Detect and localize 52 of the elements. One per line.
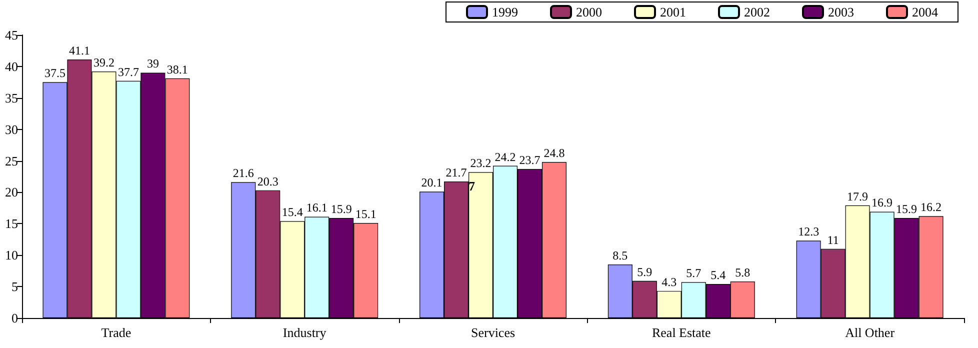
y-tick-label: 45 [5, 28, 18, 42]
data-label: 37.5 [44, 66, 66, 80]
data-label: 21.6 [232, 166, 254, 180]
y-tick-label: 25 [5, 153, 18, 168]
legend-label: 2004 [912, 4, 938, 20]
y-tick-label: 20 [5, 184, 18, 200]
data-label: 17.9 [847, 189, 868, 204]
x-tick-label: Real Estate [652, 325, 712, 340]
data-label: 37.7 [118, 64, 139, 79]
y-tick-label: 10 [5, 248, 18, 263]
data-label: 12.3 [798, 224, 820, 239]
data-label: 23.2 [470, 156, 492, 170]
data-label: 16.1 [306, 200, 328, 215]
data-label: 8.5 [612, 248, 628, 263]
data-label: 15.9 [896, 202, 918, 216]
x-tick-label: Trade [101, 325, 132, 340]
y-tick-label: 30 [5, 122, 18, 137]
data-label: 5.7 [686, 266, 702, 280]
data-label: 38.1 [166, 62, 188, 76]
data-label: 24.8 [544, 146, 565, 160]
legend-label: 2000 [576, 4, 602, 20]
data-label: 5.8 [735, 266, 750, 280]
legend-label: 1999 [492, 4, 518, 20]
y-tick-label: 15 [5, 216, 18, 232]
data-label: 4.3 [662, 274, 677, 289]
x-tick-label: Industry [282, 325, 327, 340]
data-label: 15.4 [282, 205, 303, 220]
y-tick-label: 5 [12, 279, 18, 294]
data-label: 16.2 [920, 200, 942, 214]
x-tick-label: Services [470, 325, 516, 340]
data-label: 39.2 [93, 55, 114, 70]
data-label: 5.9 [637, 264, 652, 279]
legend-label: 2001 [660, 4, 686, 20]
data-label: 20.3 [257, 174, 278, 188]
data-label: 15.9 [330, 202, 352, 216]
data-label: 39 [146, 56, 159, 71]
data-label: 5.4 [710, 268, 726, 282]
data-label: 41.1 [68, 44, 90, 58]
data-label: 21.7 [446, 166, 467, 180]
data-label: 23.7 [519, 152, 540, 167]
x-tick-label: All Other [845, 325, 896, 340]
annotation: 7 [468, 178, 476, 194]
y-tick-label: 40 [5, 58, 18, 74]
data-label: 11 [827, 232, 839, 247]
data-label: 24.2 [494, 150, 516, 164]
data-label: 20.1 [421, 176, 442, 190]
y-tick-label: 35 [5, 90, 18, 106]
y-tick-label: 0 [12, 310, 18, 326]
legend-label: 2002 [744, 4, 770, 20]
legend-label: 2003 [828, 4, 854, 20]
data-label: 16.9 [872, 196, 893, 210]
data-label: 15.1 [355, 207, 376, 222]
